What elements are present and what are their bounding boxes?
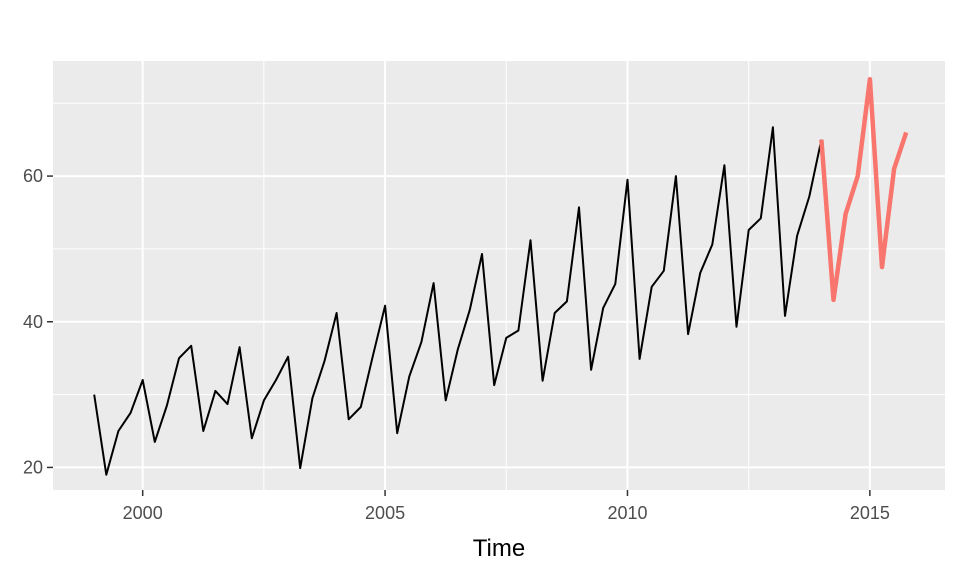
x-axis: 2000 2005 2010 2015 [123, 490, 890, 523]
x-axis-title: Time [473, 535, 525, 562]
x-tick-label: 2010 [607, 503, 647, 523]
x-tick-label: 2005 [365, 503, 405, 523]
observed-series-line [93, 126, 823, 476]
y-tick-label: 20 [23, 457, 43, 477]
x-tick-label: 2015 [850, 503, 890, 523]
y-tick-label: 40 [23, 312, 43, 332]
series-lines [93, 76, 909, 476]
panel-background [53, 61, 945, 490]
major-gridlines [53, 61, 945, 490]
y-tick-label: 60 [23, 166, 43, 186]
x-tick-label: 2000 [123, 503, 163, 523]
y-axis: 20 40 60 [23, 166, 53, 477]
minor-gridlines [53, 61, 945, 490]
forecast-series-line [819, 76, 909, 303]
